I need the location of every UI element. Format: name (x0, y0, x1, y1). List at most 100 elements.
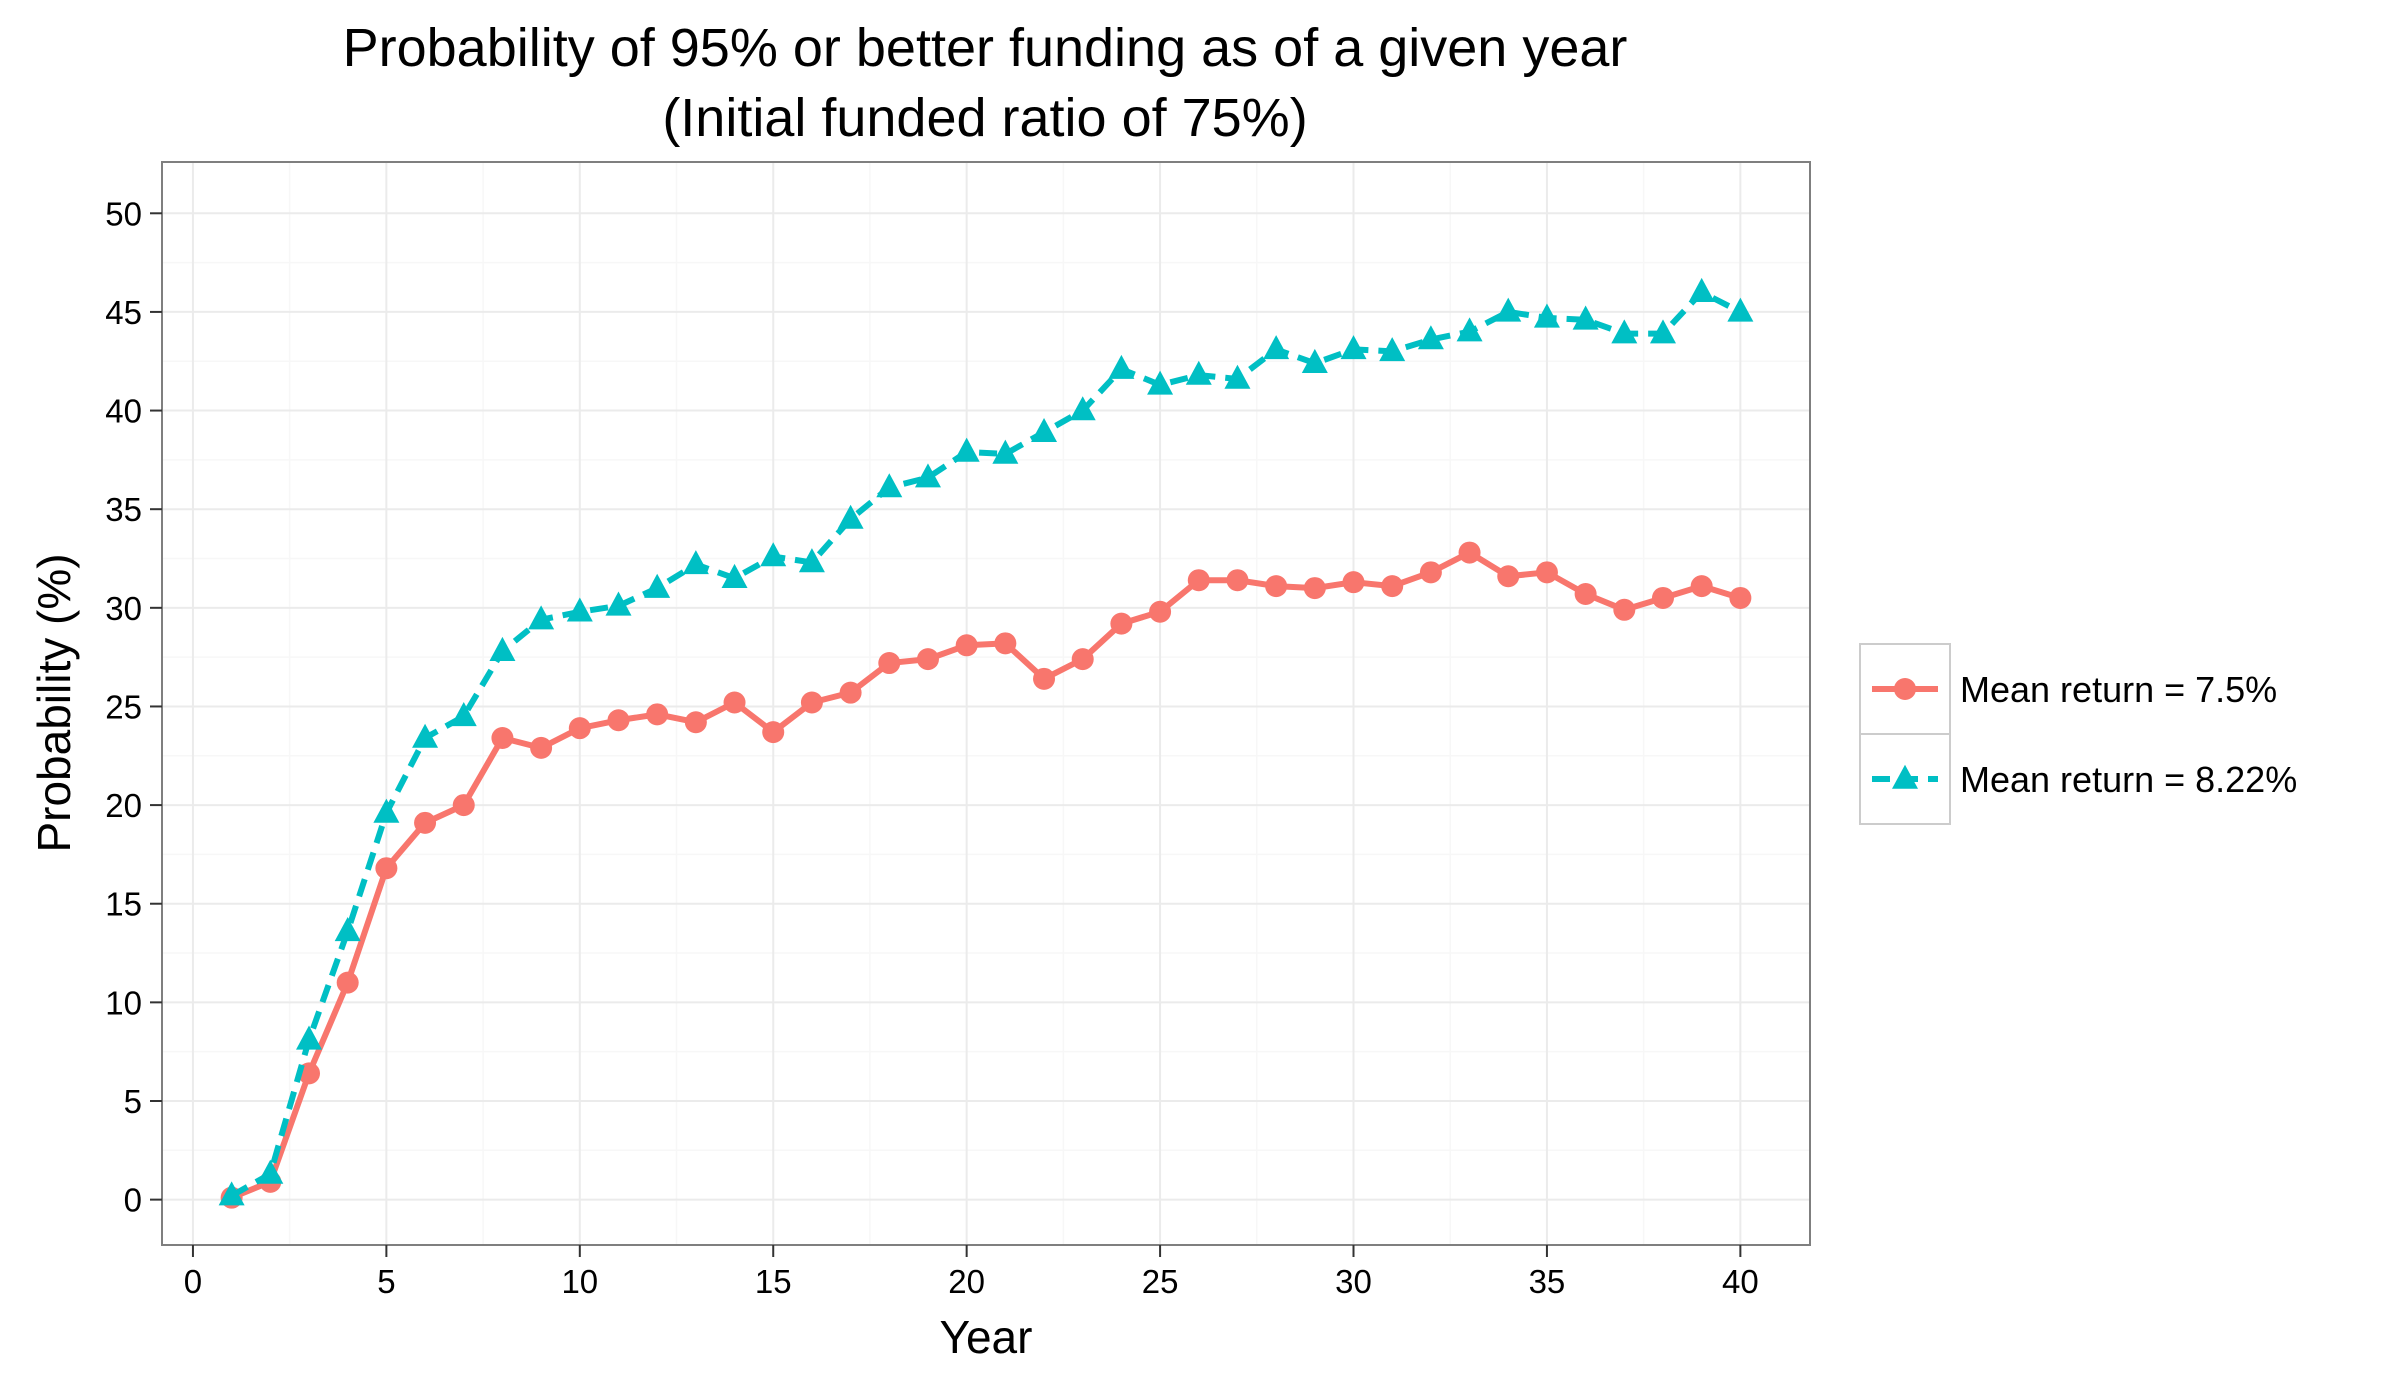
chart-subtitle: (Initial funded ratio of 75%) (662, 88, 1307, 148)
x-tick-label: 5 (377, 1263, 395, 1300)
data-point-2 (914, 463, 941, 488)
series-line-2 (230, 289, 1742, 1199)
series-line-1 (230, 549, 1742, 1201)
data-point-1 (878, 652, 901, 675)
data-point-2 (605, 591, 632, 616)
data-point-1 (414, 811, 437, 834)
data-point-1 (568, 717, 591, 740)
data-point-1 (1613, 598, 1636, 621)
x-tick-label: 40 (1722, 1263, 1759, 1300)
data-point-1 (1342, 571, 1365, 594)
data-point-2 (837, 504, 864, 529)
x-tick-label: 15 (755, 1263, 792, 1300)
data-point-1 (646, 703, 669, 726)
y-tick-label: 40 (105, 393, 142, 430)
y-tick-label: 10 (105, 984, 142, 1021)
data-point-2 (373, 798, 400, 823)
x-tick-label: 20 (948, 1263, 985, 1300)
x-tick-label: 35 (1529, 1263, 1566, 1300)
data-point-1 (1110, 612, 1133, 635)
data-point-2 (450, 702, 477, 727)
data-point-2 (566, 597, 593, 622)
data-point-2 (257, 1159, 284, 1184)
y-axis: 0 5 10 15 20 25 30 35 40 45 50 (105, 195, 162, 1219)
data-point-1 (1690, 575, 1713, 598)
data-point-2 (528, 605, 555, 630)
y-tick-label: 50 (105, 195, 142, 232)
data-point-1 (723, 691, 746, 714)
data-point-2 (1727, 297, 1754, 322)
legend-label-series-1: Mean return = 7.5% (1960, 669, 2277, 710)
data-point-2 (1649, 319, 1676, 344)
y-tick-label: 35 (105, 491, 142, 528)
data-point-2 (1031, 417, 1058, 443)
data-point-1 (1149, 600, 1172, 623)
data-point-2 (1069, 396, 1096, 421)
data-point-1 (839, 681, 862, 704)
legend-label-series-2: Mean return = 8.22% (1960, 759, 2297, 800)
data-point-2 (1688, 277, 1715, 302)
series-1 (220, 541, 1752, 1209)
data-point-1 (491, 727, 514, 750)
data-point-2 (682, 550, 709, 575)
data-point-1 (1535, 561, 1558, 584)
data-point-1 (607, 709, 630, 732)
data-point-2 (798, 548, 825, 573)
y-tick-label: 25 (105, 688, 142, 725)
data-point-2 (1147, 370, 1174, 395)
data-point-2 (296, 1025, 323, 1050)
y-tick-label: 45 (105, 294, 142, 331)
data-point-1 (1303, 577, 1326, 600)
data-point-2 (1611, 319, 1638, 344)
data-point-2 (1572, 305, 1599, 330)
minor-gridlines (162, 162, 1810, 1245)
data-point-1 (1497, 565, 1520, 588)
major-gridlines (162, 162, 1810, 1245)
data-point-1 (1574, 583, 1597, 606)
data-point-1 (1226, 569, 1249, 592)
y-tick-label: 15 (105, 886, 142, 923)
data-point-2 (1456, 317, 1483, 342)
data-point-1 (762, 721, 785, 744)
data-point-1 (1265, 575, 1288, 598)
data-point-2 (992, 439, 1019, 464)
data-point-2 (876, 473, 903, 498)
plot-border (161, 161, 1811, 1246)
data-point-2 (1224, 364, 1251, 389)
data-point-1 (1458, 541, 1481, 564)
data-point-2 (1417, 325, 1444, 350)
data-point-1 (1071, 648, 1094, 671)
x-axis-title: Year (940, 1311, 1033, 1363)
data-point-1 (994, 632, 1017, 655)
data-point-1 (1419, 561, 1442, 584)
data-point-2 (644, 573, 671, 598)
data-point-1 (684, 711, 707, 734)
plot-background (162, 162, 1810, 1245)
data-point-2 (489, 636, 516, 661)
y-tick-label: 5 (124, 1083, 142, 1120)
data-point-1 (1033, 667, 1056, 690)
data-point-2 (1495, 297, 1522, 322)
data-point-2 (334, 917, 361, 942)
data-point-1 (955, 634, 978, 657)
data-point-2 (1185, 360, 1212, 385)
x-tick-label: 30 (1335, 1263, 1372, 1300)
data-point-2 (721, 563, 748, 588)
x-tick-label: 25 (1142, 1263, 1179, 1300)
legend-key-marker-2 (1892, 764, 1918, 789)
data-point-1 (1651, 586, 1674, 609)
data-point-1 (1381, 575, 1404, 598)
data-point-1 (916, 648, 939, 671)
x-axis: 0 5 10 15 20 25 30 35 40 (184, 1245, 1759, 1300)
legend: Mean return = 7.5% Mean return = 8.22% (1859, 643, 2297, 825)
x-tick-label: 10 (561, 1263, 598, 1300)
data-point-2 (1108, 354, 1135, 379)
data-point-1 (452, 794, 475, 817)
data-point-2 (412, 723, 439, 748)
y-tick-label: 30 (105, 590, 142, 627)
data-point-1 (800, 691, 823, 714)
data-point-1 (375, 857, 398, 880)
legend-keys (1872, 678, 1938, 789)
data-point-1 (530, 736, 553, 759)
x-tick-label: 0 (184, 1263, 202, 1300)
